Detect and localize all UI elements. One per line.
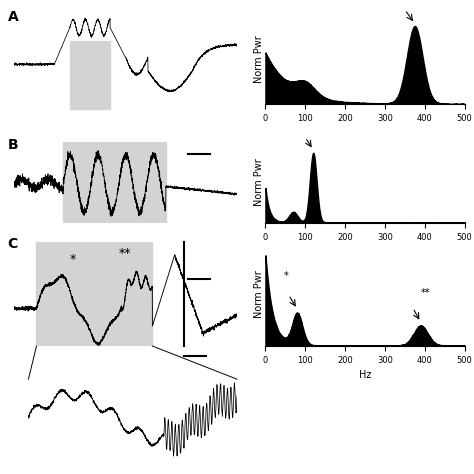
Y-axis label: Norm Pwr: Norm Pwr xyxy=(254,36,264,83)
Bar xyxy=(36,242,152,346)
Text: *: * xyxy=(283,271,288,281)
Bar xyxy=(70,41,110,109)
Text: *: * xyxy=(70,253,76,265)
Bar xyxy=(63,142,166,223)
X-axis label: Hz: Hz xyxy=(359,370,371,380)
Y-axis label: Norm Pwr: Norm Pwr xyxy=(254,270,264,318)
X-axis label: Hz: Hz xyxy=(359,247,371,257)
Text: B: B xyxy=(8,138,18,152)
Text: A: A xyxy=(8,10,18,24)
Y-axis label: Norm Pwr: Norm Pwr xyxy=(254,159,264,206)
Text: **: ** xyxy=(421,288,430,298)
Text: **: ** xyxy=(119,247,131,260)
Text: C: C xyxy=(8,237,18,251)
